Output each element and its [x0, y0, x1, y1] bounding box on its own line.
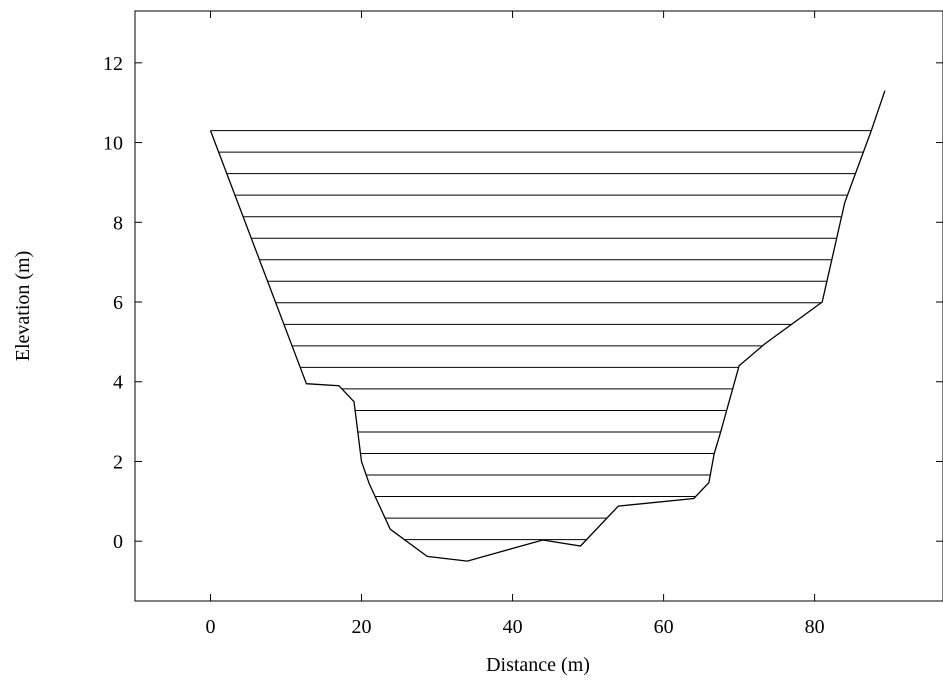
- series-group: [209, 90, 886, 562]
- x-tick-label: 60: [654, 616, 674, 638]
- x-axis-label: Distance (m): [486, 654, 590, 676]
- y-axis-label: Elevation (m): [12, 251, 34, 362]
- x-axis: 0 20 40 60 80: [206, 11, 825, 638]
- x-tick-label: 80: [805, 616, 825, 638]
- y-tick-label: 10: [103, 133, 123, 155]
- y-tick-label: 2: [113, 451, 123, 473]
- x-tick-label: 20: [352, 616, 372, 638]
- water-hatch-lines: [210, 130, 872, 541]
- y-tick-label: 8: [113, 212, 123, 234]
- x-tick-label: 0: [206, 616, 216, 638]
- plot-area: [134, 10, 943, 602]
- y-axis: 0 2 4 6 8 10 12: [103, 53, 943, 553]
- y-tick-label: 0: [113, 531, 123, 553]
- y-tick-label: 12: [103, 53, 123, 75]
- profile-line: [209, 90, 886, 562]
- x-tick-label: 40: [503, 616, 523, 638]
- y-tick-label: 4: [113, 372, 123, 394]
- y-tick-label: 6: [113, 292, 123, 314]
